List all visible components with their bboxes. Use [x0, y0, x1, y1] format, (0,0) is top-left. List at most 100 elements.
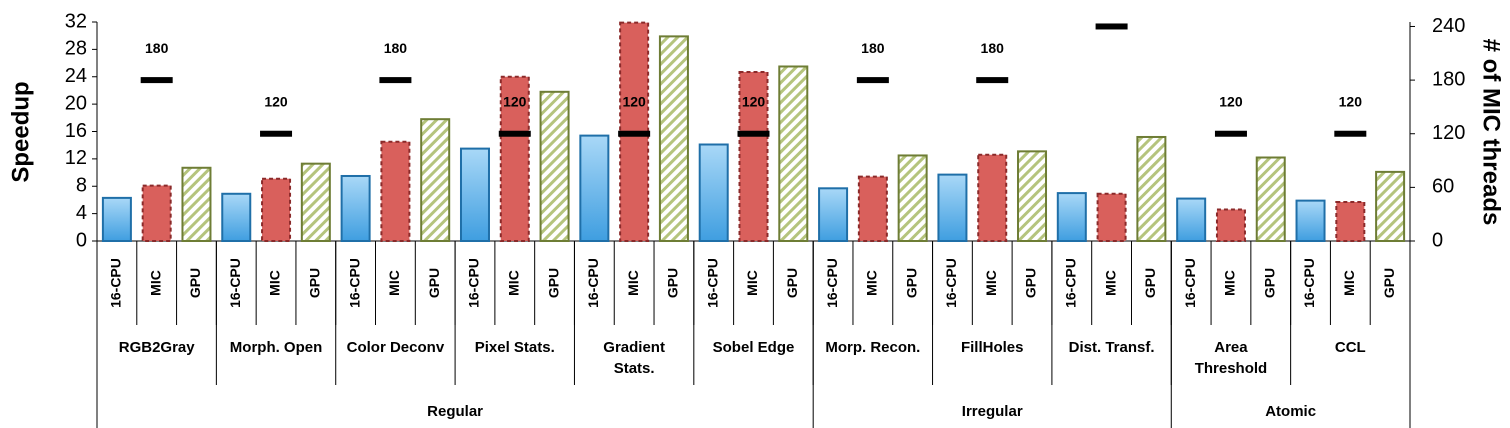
group-label: Sobel Edge — [712, 339, 795, 356]
bar — [778, 65, 809, 242]
x-tick-label: GPU — [1023, 268, 1039, 298]
x-tick-label: 16-CPU — [108, 258, 124, 308]
x-tick-label: MIC — [744, 270, 760, 296]
thread-marker — [1214, 130, 1247, 137]
group-label: Color Deconv — [346, 339, 445, 356]
thread-label: 180 — [384, 40, 408, 56]
group-label: Gradient Stats. — [603, 339, 665, 377]
y2-tick-label: 0 — [1432, 229, 1443, 251]
y2-axis-title: # of MIC threads — [1478, 39, 1505, 226]
x-tick-label: MIC — [505, 270, 521, 296]
x-tick-label: MIC — [983, 270, 999, 296]
y-tick-label: 12 — [65, 147, 87, 169]
x-tick-label: GPU — [545, 268, 561, 298]
bar — [1056, 192, 1087, 242]
thread-label: 180 — [981, 40, 1005, 56]
thread-label: 120 — [622, 93, 646, 109]
y-tick-label: 20 — [65, 92, 87, 114]
x-tick-label: GPU — [1381, 268, 1397, 298]
group-label-box: Pixel Stats. — [475, 339, 555, 356]
thread-label: 120 — [1219, 93, 1243, 109]
x-tick-label: GPU — [784, 268, 800, 298]
thread-marker — [260, 130, 293, 137]
group-label-box: Morph. Open — [230, 339, 323, 356]
group-label-box: CCL — [1334, 339, 1366, 356]
thread-marker — [1095, 23, 1128, 30]
supergroup-label: Irregular — [962, 403, 1023, 420]
x-tick-label: 16-CPU — [1182, 258, 1198, 308]
bar — [698, 143, 729, 242]
bar — [340, 174, 371, 242]
bar — [937, 173, 968, 243]
group-label: Area Threshold — [1194, 339, 1268, 377]
bar — [300, 162, 331, 242]
y-axis-title: Speedup — [7, 81, 34, 182]
thread-label: 120 — [742, 93, 766, 109]
x-tick-label: GPU — [426, 268, 442, 298]
bar — [818, 187, 849, 243]
thread-marker — [737, 130, 770, 137]
x-tick-label: GPU — [903, 268, 919, 298]
bar — [1176, 197, 1207, 243]
group-label-box: Color Deconv — [346, 339, 445, 356]
bar — [101, 196, 132, 242]
x-tick-label: 16-CPU — [1063, 258, 1079, 308]
bar — [1136, 135, 1167, 243]
group-label-box: Area Threshold — [1194, 339, 1268, 377]
group-label: CCL — [1334, 339, 1366, 356]
y-tick-label: 4 — [76, 202, 87, 224]
bar — [1017, 150, 1048, 242]
bar — [221, 192, 252, 242]
group-label-box: Dist. Transf. — [1068, 339, 1155, 356]
thread-label: 240 — [1100, 0, 1124, 2]
y-tick-label: 24 — [65, 65, 87, 87]
x-tick-label: 16-CPU — [227, 258, 243, 308]
x-tick-label: 16-CPU — [346, 258, 362, 308]
y2-tick-label: 240 — [1432, 15, 1465, 37]
group-label-box: Sobel Edge — [712, 339, 795, 356]
x-tick-label: MIC — [625, 270, 641, 296]
x-tick-label: 16-CPU — [466, 258, 482, 308]
x-tick-label: GPU — [665, 268, 681, 298]
y2-tick-label: 60 — [1432, 176, 1454, 198]
bar — [1335, 200, 1366, 243]
thread-marker — [140, 77, 173, 84]
x-tick-label: MIC — [1222, 270, 1238, 296]
y-tick-label: 32 — [65, 10, 87, 32]
group-label: FillHoles — [960, 339, 1024, 356]
bar — [1375, 170, 1406, 242]
bar — [261, 177, 292, 243]
group-label: RGB2Gray — [118, 339, 195, 356]
y-tick-label: 8 — [76, 175, 87, 197]
thread-marker — [379, 77, 412, 84]
bar — [181, 166, 212, 243]
thread-label: 120 — [1339, 93, 1363, 109]
x-tick-label: MIC — [267, 270, 283, 296]
bar — [420, 118, 451, 242]
bar — [738, 70, 769, 242]
x-tick-label: GPU — [1261, 268, 1277, 298]
x-tick-label: 16-CPU — [943, 258, 959, 308]
y-tick-label: 28 — [65, 38, 87, 60]
x-tick-label: 16-CPU — [1301, 258, 1317, 308]
bar — [857, 175, 888, 242]
x-tick-label: MIC — [864, 270, 880, 296]
bar — [1295, 199, 1326, 242]
thread-label: 120 — [264, 93, 288, 109]
bar — [141, 184, 172, 243]
bar — [1096, 192, 1127, 242]
x-tick-label: MIC — [1102, 270, 1118, 296]
thread-label: 180 — [145, 40, 169, 56]
group-label-box: FillHoles — [960, 339, 1024, 356]
x-tick-label: 16-CPU — [585, 258, 601, 308]
x-tick-label: GPU — [307, 268, 323, 298]
group-label-box: Gradient Stats. — [603, 339, 665, 377]
thread-marker — [976, 77, 1009, 84]
group-label-box: Morp. Recon. — [825, 339, 920, 356]
y2-tick-label: 120 — [1432, 122, 1465, 144]
x-tick-label: 16-CPU — [704, 258, 720, 308]
group-label: Dist. Transf. — [1068, 339, 1155, 356]
thread-marker — [856, 77, 889, 84]
supergroup-label: Atomic — [1265, 403, 1316, 420]
